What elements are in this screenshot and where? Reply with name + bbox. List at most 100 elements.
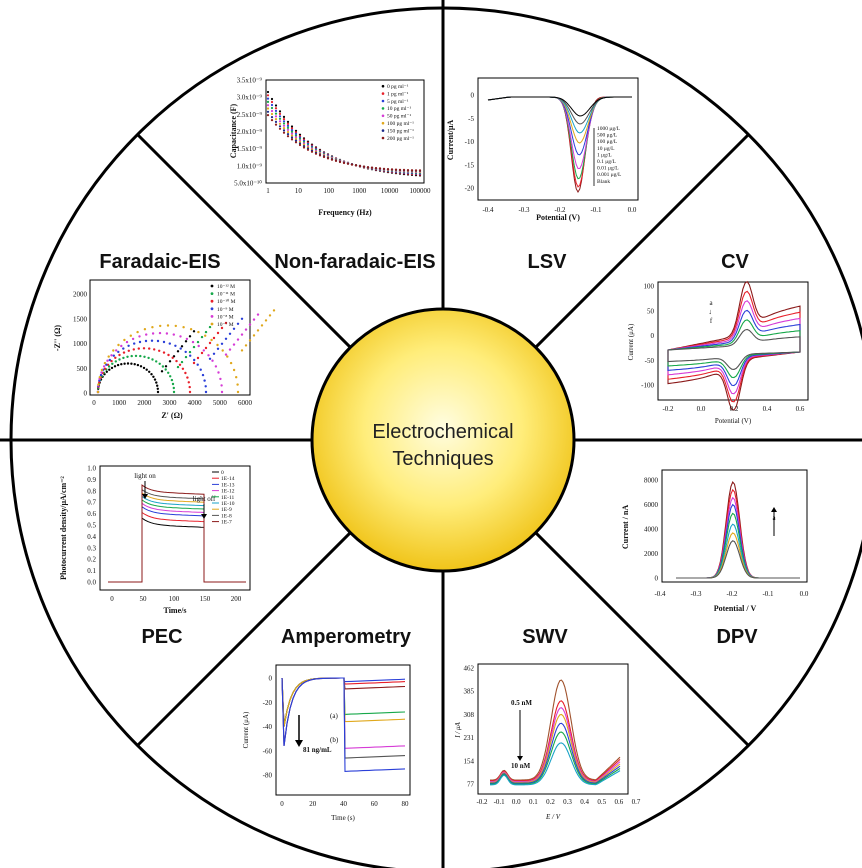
data-point: [172, 386, 175, 390]
data-point: [180, 345, 184, 348]
series-line: [108, 488, 246, 583]
legend-marker: [210, 299, 214, 303]
x-tick-label: -0.3: [690, 590, 702, 598]
data-point: [274, 112, 278, 115]
data-point: [290, 132, 294, 135]
x-tick-label: -0.3: [518, 206, 530, 214]
data-point: [224, 321, 228, 325]
data-point: [102, 365, 106, 368]
data-point: [278, 110, 282, 113]
data-point: [180, 360, 184, 364]
series-line: [676, 540, 800, 579]
data-point: [342, 161, 346, 165]
y-tick-label: 462: [464, 665, 475, 673]
data-point: [197, 344, 200, 348]
y-tick-label: 2000: [73, 291, 88, 299]
data-point: [142, 366, 146, 370]
data-point: [278, 122, 282, 125]
x-tick-label: 10000: [381, 187, 399, 195]
data-point: [236, 383, 239, 386]
legend-marker: [381, 129, 385, 132]
data-point: [110, 354, 113, 357]
data-point: [103, 367, 107, 370]
y-tick-label: -80: [263, 772, 273, 780]
data-point: [382, 167, 386, 170]
data-point: [158, 349, 161, 352]
y-tick-label: -15: [465, 161, 475, 169]
data-point: [266, 100, 270, 103]
data-point: [184, 340, 188, 343]
legend-entry: 1E-10: [221, 501, 235, 507]
data-point: [171, 356, 174, 359]
data-point: [162, 340, 166, 344]
data-point: [98, 376, 102, 379]
y-tick-label: 0.2: [87, 556, 96, 564]
data-point: [240, 349, 244, 352]
y-tick-label: 0.4: [87, 533, 96, 541]
data-point: [127, 349, 130, 352]
data-point: [294, 134, 298, 137]
x-axis-label: Potential / V: [714, 604, 757, 613]
legend-entry: 10⁻⁷ M: [217, 322, 234, 328]
segment-label-swv: SWV: [522, 626, 568, 648]
data-point: [122, 356, 125, 360]
data-point: [410, 169, 414, 172]
data-point: [226, 355, 229, 358]
legend-marker: [381, 114, 385, 118]
data-point: [286, 124, 290, 127]
data-point: [290, 130, 294, 133]
y-tick-label: 231: [464, 734, 475, 742]
y-axis-label: -Z'' (Ω): [53, 325, 62, 352]
data-point: [236, 390, 240, 394]
x-tick-label: 0.4: [580, 798, 589, 806]
data-point: [270, 97, 274, 101]
plot-frame: [275, 664, 411, 796]
y-tick-label: 0.3: [87, 544, 96, 552]
x-tick-label: -0.2: [554, 206, 566, 214]
series-line: [281, 677, 406, 772]
data-point: [274, 123, 278, 126]
y-tick-labels: 8000 6000 4000 2000 0: [644, 477, 659, 583]
concentration-arrowhead: [517, 756, 523, 761]
plot-curves: [676, 481, 800, 579]
data-point: [117, 350, 120, 354]
data-point: [232, 327, 236, 330]
data-point: [248, 323, 252, 326]
x-tick-label: 10: [295, 187, 303, 195]
data-point: [219, 377, 222, 381]
data-point: [338, 160, 342, 164]
data-point: [229, 361, 233, 365]
data-point: [286, 128, 290, 131]
legend-entry: 10⁻⁸ M: [217, 314, 234, 320]
data-point: [216, 347, 220, 350]
plot-curves: [96, 309, 276, 394]
y-tick-label: -5: [468, 115, 474, 123]
data-point: [167, 353, 170, 357]
plot-frame: [661, 469, 808, 583]
data-point: [153, 348, 156, 351]
data-point: [196, 340, 200, 344]
data-point: [105, 370, 109, 373]
data-point: [130, 362, 133, 365]
y-tick-label: 0: [269, 675, 273, 683]
data-point: [189, 328, 193, 331]
data-point: [286, 133, 290, 136]
plot-frame: [99, 465, 251, 591]
data-point: [220, 342, 224, 345]
data-point: [278, 120, 282, 123]
data-point: [208, 325, 212, 329]
plot-frame: [265, 79, 425, 184]
concentration-arrowhead: [771, 507, 777, 512]
data-point: [136, 363, 140, 367]
y-tick-label: -50: [645, 357, 655, 365]
light-off-arrowhead: [201, 514, 207, 519]
y-tick-label: 6000: [644, 501, 659, 509]
data-point: [232, 343, 236, 346]
data-point: [100, 368, 104, 372]
data-point: [156, 390, 160, 394]
data-point: [103, 361, 107, 365]
data-point: [278, 115, 282, 118]
segment-label-cv: CV: [721, 251, 749, 273]
plot-swv: 462 385 308 231 154 77 -0.2 -0.1 0.0 0.1 0.2 0.3 0.…: [454, 663, 641, 821]
legend-entry: 1E-7: [221, 520, 232, 526]
